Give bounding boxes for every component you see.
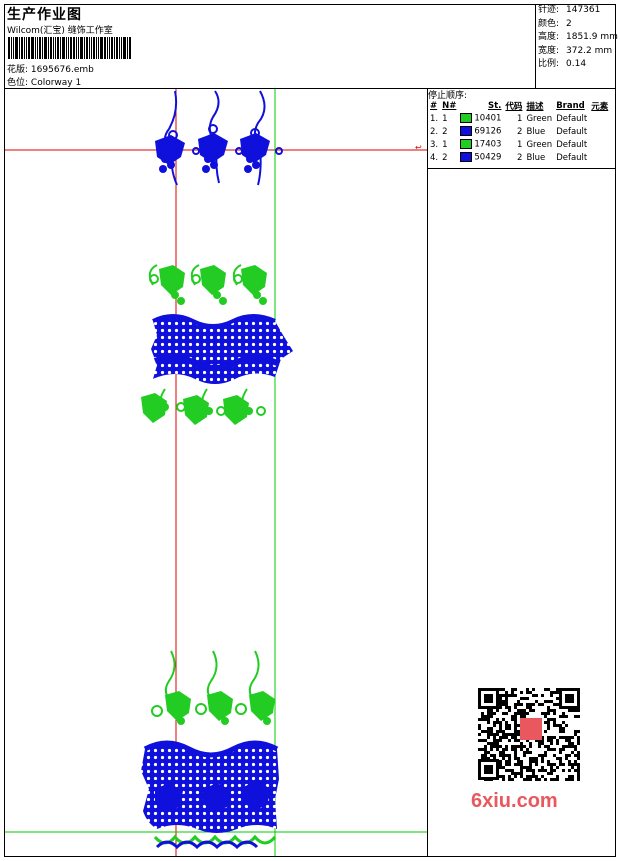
row-stitches: 17403	[458, 138, 503, 151]
color-swatch	[460, 126, 473, 137]
qr-code	[470, 680, 588, 815]
bottom-lace-motif	[141, 650, 279, 850]
col-brand: Brand	[556, 101, 585, 111]
colorway-value: Colorway 1	[30, 78, 82, 88]
barcode	[8, 37, 140, 59]
stat-value: 372.2 mm	[566, 45, 613, 56]
row-index: 4.	[430, 152, 439, 163]
row-element	[589, 112, 610, 125]
row-code: 2	[517, 152, 523, 163]
design-stats: 针迹: 147361 颜色: 2 高度: 1851.9 mm 宽度: 372.2 mm …	[538, 4, 618, 72]
stat-value: 1851.9 mm	[566, 32, 618, 42]
colorway-line: 色位: Colorway 1	[7, 75, 81, 88]
stitch-count: 17403	[474, 139, 502, 150]
stop-sequence-table: # N# St. 代码 描述 Brand 元素 1. 1 10401 1 Green De…	[428, 100, 610, 164]
corner-marker: ↩	[415, 143, 422, 152]
stitch-count: 10401	[474, 113, 502, 124]
stat-value: 147361	[566, 5, 601, 15]
stop-table-bottom	[427, 168, 616, 169]
table-row: 1. 1 10401 1 Green Default	[428, 112, 610, 125]
stitch-count: 50429	[474, 152, 502, 163]
page-title: 生产作业图	[7, 7, 82, 23]
stat-label: 颜色:	[538, 18, 560, 29]
row-code: 2	[517, 126, 523, 137]
row-description: Blue	[526, 126, 546, 137]
table-row: 3. 1 17403 1 Green Default	[428, 138, 610, 151]
row-description: Blue	[526, 152, 546, 163]
watermark-text: 6xiu.com	[471, 790, 558, 812]
color-swatch	[460, 139, 473, 150]
col-stitches: St.	[488, 101, 502, 111]
row-element	[589, 138, 610, 151]
stat-label: 高度:	[538, 32, 560, 42]
row-code: 1	[517, 113, 523, 124]
header-divider	[5, 88, 616, 89]
stitch-count: 69126	[474, 126, 502, 137]
row-index: 3.	[430, 139, 439, 150]
design-line: 花版: 1695676.emb	[7, 62, 94, 75]
color-swatch	[460, 152, 473, 163]
col-element: 元素	[591, 102, 609, 112]
row-stitches: 50429	[458, 151, 503, 164]
row-index: 2.	[430, 126, 439, 137]
stat-row: 比例: 0.14	[538, 58, 618, 72]
canvas-divider	[427, 88, 428, 857]
row-stitches: 10401	[458, 112, 503, 125]
stat-row: 高度: 1851.9 mm	[538, 31, 618, 45]
design-label: 花版:	[7, 65, 29, 75]
row-brand: Default	[556, 126, 588, 137]
row-index: 1.	[430, 113, 439, 124]
col-needle: N#	[442, 101, 457, 111]
col-index: #	[430, 101, 438, 111]
middle-lace-motif	[141, 264, 293, 425]
row-brand: Default	[556, 152, 588, 163]
row-brand: Default	[556, 139, 588, 150]
row-brand: Default	[556, 113, 588, 124]
row-needle: 1	[442, 113, 448, 124]
stat-value: 0.14	[566, 59, 587, 69]
stat-label: 比例:	[538, 59, 560, 69]
top-grape-motif	[155, 90, 283, 186]
stat-value: 2	[566, 18, 572, 29]
row-needle: 1	[442, 139, 448, 150]
row-description: Green	[526, 113, 553, 124]
row-description: Green	[526, 139, 553, 150]
color-swatch	[460, 113, 473, 124]
row-element	[589, 125, 610, 138]
design-value: 1695676.emb	[30, 65, 94, 75]
colorway-label: 色位:	[7, 78, 29, 88]
col-code: 代码	[505, 102, 523, 112]
stat-row: 针迹: 147361	[538, 4, 618, 18]
company-name: Wilcom(汇宝) 缝饰工作室	[7, 26, 113, 36]
stats-divider	[535, 4, 536, 88]
row-stitches: 69126	[458, 125, 503, 138]
table-header-row: # N# St. 代码 描述 Brand 元素	[428, 100, 610, 112]
stat-label: 针迹:	[538, 5, 560, 15]
stat-row: 颜色: 2	[538, 18, 618, 32]
stop-sequence-title: 停止顺序:	[428, 91, 468, 101]
row-element	[589, 151, 610, 164]
row-needle: 2	[442, 126, 448, 137]
page-frame	[4, 4, 616, 857]
table-row: 2. 2 69126 2 Blue Default	[428, 125, 610, 138]
embroidery-preview: ↩	[5, 89, 427, 856]
stat-row: 宽度: 372.2 mm	[538, 45, 618, 59]
col-description: 描述	[526, 102, 544, 112]
row-needle: 2	[442, 152, 448, 163]
row-code: 1	[517, 139, 523, 150]
table-row: 4. 2 50429 2 Blue Default	[428, 151, 610, 164]
stat-label: 宽度:	[538, 45, 560, 56]
